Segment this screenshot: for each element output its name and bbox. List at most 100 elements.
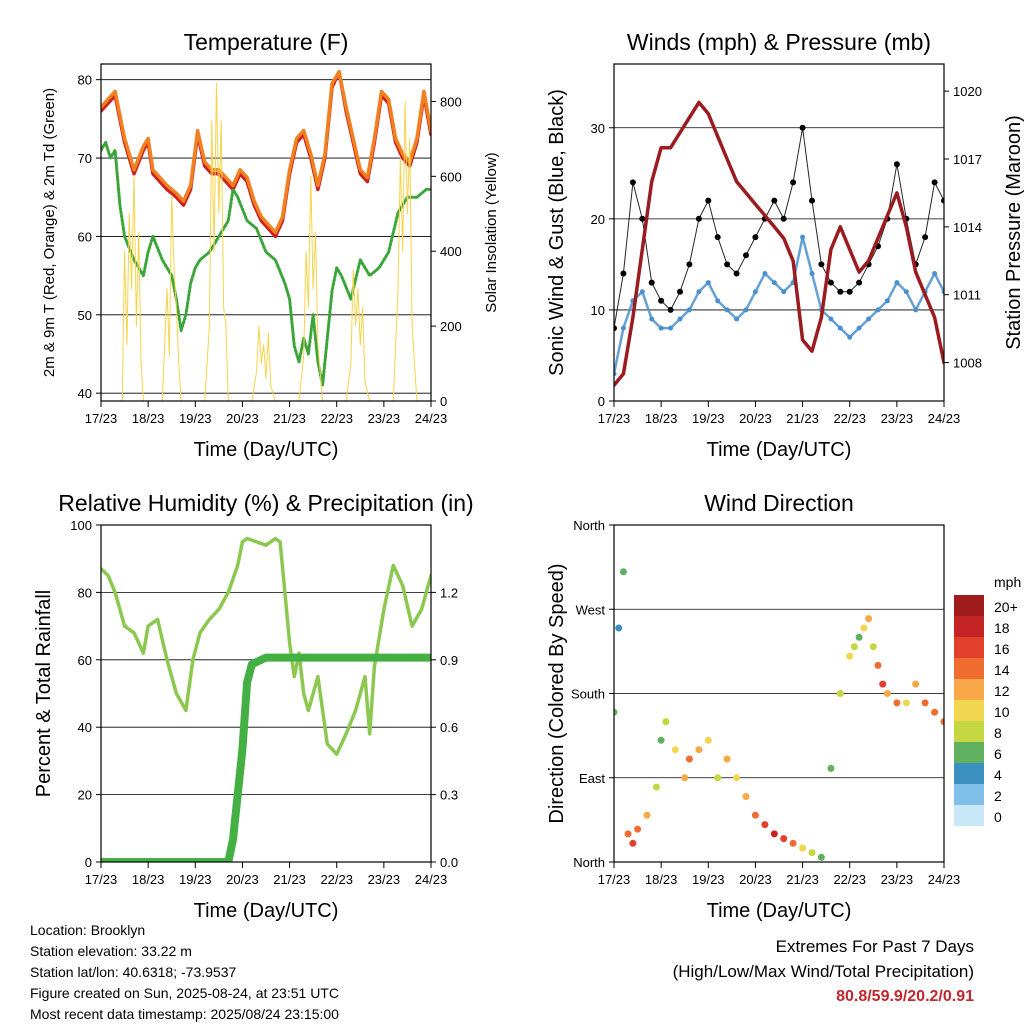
x-tick-label: 20/23 xyxy=(739,411,772,426)
direction-point xyxy=(789,839,797,847)
direction-point xyxy=(742,793,750,800)
direction-point xyxy=(855,633,863,641)
x-axis-label: Time (Day/UTC) xyxy=(707,900,852,922)
y2-tick-label: 1020 xyxy=(953,84,982,99)
direction-point xyxy=(931,708,939,716)
x-tick-label: 18/23 xyxy=(645,872,678,887)
x-tick-label: 24/23 xyxy=(928,872,961,887)
y-tick-label: 100 xyxy=(70,518,92,533)
latlon-text: Station lat/lon: 40.6318; -73.9537 xyxy=(30,964,237,980)
x-axis-label: Time (Day/UTC) xyxy=(707,439,852,461)
x-tick-label: 22/23 xyxy=(320,872,353,887)
x-tick-label: 18/23 xyxy=(132,411,165,426)
x-tick-label: 21/23 xyxy=(786,411,819,426)
legend-label: 14 xyxy=(994,662,1010,678)
legend-label: 18 xyxy=(994,620,1010,636)
x-tick-label: 21/23 xyxy=(786,872,819,887)
y-tick-label: North xyxy=(573,518,605,533)
plot-frame xyxy=(613,524,945,863)
y-tick-label: 40 xyxy=(78,720,92,735)
x-tick-label: 21/23 xyxy=(273,411,306,426)
x-axis-label: Time (Day/UTC) xyxy=(194,439,339,461)
created-text: Figure created on Sun, 2025-08-24, at 23… xyxy=(30,985,339,1001)
direction-point xyxy=(723,755,731,763)
legend-label: 20+ xyxy=(994,599,1018,615)
y-tick-label: 10 xyxy=(591,303,605,318)
y-tick-label: South xyxy=(571,687,605,702)
y2-tick-label: 0.6 xyxy=(440,720,458,735)
x-tick-label: 20/23 xyxy=(739,872,772,887)
series-pressure xyxy=(614,100,944,387)
series-solar xyxy=(101,82,431,401)
direction-point xyxy=(940,718,944,726)
x-tick-label: 24/23 xyxy=(928,411,961,426)
direction-point xyxy=(671,746,679,754)
direction-point xyxy=(850,643,858,651)
x-tick-label: 17/23 xyxy=(598,872,631,887)
y-tick-label: 70 xyxy=(78,151,92,166)
direction-point xyxy=(846,652,854,660)
chart-title: Winds (mph) & Pressure (mb) xyxy=(627,29,931,55)
elevation-text: Station elevation: 33.22 m xyxy=(30,943,192,959)
y-tick-label: 50 xyxy=(78,308,92,323)
series-gust xyxy=(614,127,944,329)
direction-point xyxy=(869,643,877,651)
legend-title: mph xyxy=(994,574,1021,590)
plot-frame xyxy=(613,63,945,402)
x-tick-label: 22/23 xyxy=(320,411,353,426)
direction-point xyxy=(893,699,901,707)
x-tick-label: 19/23 xyxy=(692,872,725,887)
y-tick-label: 0 xyxy=(598,394,605,409)
x-tick-label: 23/23 xyxy=(368,411,401,426)
direction-point xyxy=(780,835,788,843)
direction-point xyxy=(817,853,825,861)
direction-point xyxy=(614,708,618,716)
extremes-subtitle: (High/Low/Max Wind/Total Precipitation) xyxy=(672,962,974,981)
direction-point xyxy=(902,699,910,707)
direction-point xyxy=(681,774,689,782)
x-tick-label: 24/23 xyxy=(415,411,448,426)
direction-point xyxy=(865,615,873,623)
direction-point xyxy=(770,830,778,838)
y2-tick-label: 1017 xyxy=(953,152,982,167)
extremes-box: Extremes For Past 7 Days (High/Low/Max W… xyxy=(673,934,974,1009)
chart-title: Temperature (F) xyxy=(184,29,349,55)
x-tick-label: 18/23 xyxy=(132,872,165,887)
direction-point xyxy=(624,830,632,838)
y2-axis-label: Solar Insolation (Yellow) xyxy=(483,152,500,312)
x-tick-label: 23/23 xyxy=(881,411,914,426)
chart-title: Wind Direction xyxy=(704,490,854,516)
legend-swatch xyxy=(954,637,984,658)
y-tick-label: 80 xyxy=(78,585,92,600)
direction-point xyxy=(685,755,693,763)
legend-label: 2 xyxy=(994,788,1002,804)
x-tick-label: 17/23 xyxy=(85,411,118,426)
x-tick-label: 22/23 xyxy=(833,872,866,887)
location-text: Location: Brooklyn xyxy=(30,922,146,938)
legend-swatch xyxy=(954,679,984,700)
direction-point xyxy=(761,821,769,829)
chart-title: Relative Humidity (%) & Precipitation (i… xyxy=(58,490,473,516)
x-tick-label: 20/23 xyxy=(226,411,259,426)
series-precip xyxy=(101,653,431,862)
y-tick-label: West xyxy=(576,602,606,617)
direction-point xyxy=(921,699,929,707)
direction-point xyxy=(883,690,891,697)
extremes-title: Extremes For Past 7 Days xyxy=(775,937,974,956)
direction-point xyxy=(912,680,920,688)
direction-point xyxy=(629,839,637,847)
legend-swatch xyxy=(954,700,984,721)
plot-frame xyxy=(100,63,432,402)
legend-label: 4 xyxy=(994,767,1002,783)
x-tick-label: 24/23 xyxy=(415,872,448,887)
legend-label: 0 xyxy=(994,809,1002,825)
direction-point xyxy=(634,825,642,833)
direction-point xyxy=(662,718,670,726)
legend-label: 6 xyxy=(994,746,1002,762)
y-axis-label: 2m & 9m T (Red, Orange) & 2m Td (Green) xyxy=(41,88,58,377)
direction-point xyxy=(615,624,623,632)
y-tick-label: North xyxy=(573,855,605,870)
x-tick-label: 23/23 xyxy=(881,872,914,887)
y-tick-label: 20 xyxy=(591,212,605,227)
